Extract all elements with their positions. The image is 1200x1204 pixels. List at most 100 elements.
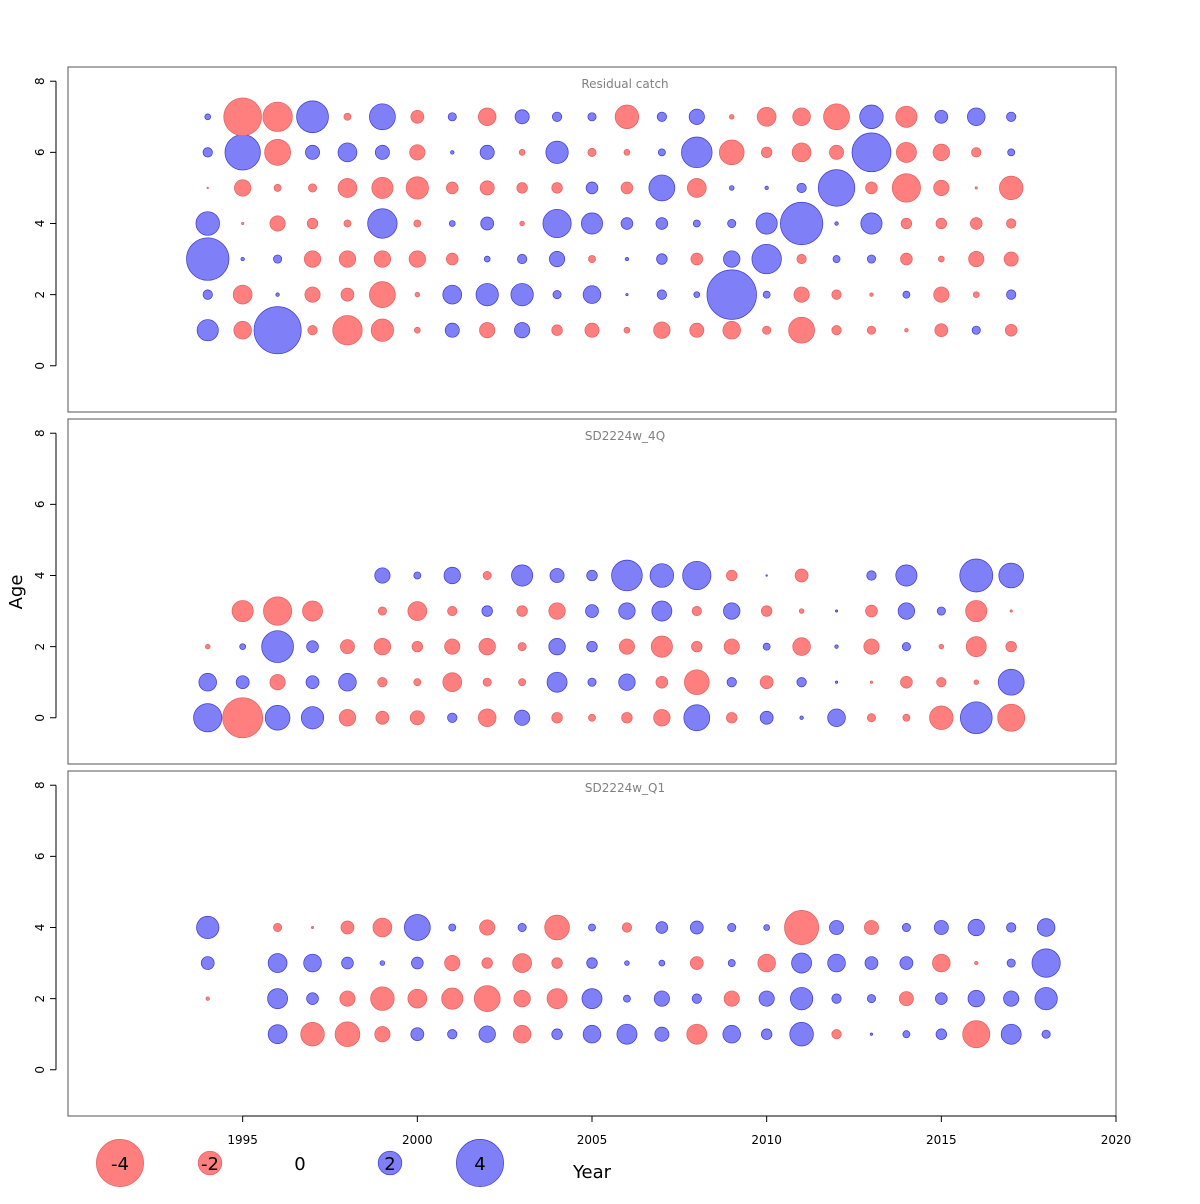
bubble <box>762 325 772 335</box>
bubble <box>587 677 597 687</box>
bubble <box>722 1024 741 1044</box>
bubble <box>231 600 254 623</box>
bubble <box>793 286 810 303</box>
bubble <box>581 988 603 1010</box>
bubble <box>722 320 741 340</box>
bubble <box>932 143 950 161</box>
bubble <box>1000 1023 1022 1045</box>
bubble <box>551 111 563 122</box>
bubble <box>658 959 666 967</box>
bubble <box>483 255 491 263</box>
bubble <box>758 990 775 1007</box>
bubble <box>340 287 355 302</box>
bubble <box>653 990 670 1007</box>
bubble <box>473 985 501 1012</box>
bubble <box>546 988 568 1010</box>
bubble <box>510 283 534 307</box>
bubble <box>974 186 978 190</box>
bubble <box>657 148 666 157</box>
bubble <box>761 146 773 159</box>
bubble <box>791 952 812 974</box>
bubble <box>193 703 223 733</box>
bubble <box>863 638 880 655</box>
bubble <box>625 293 629 297</box>
bubble <box>546 671 568 693</box>
bubble <box>896 141 917 163</box>
bubble <box>444 955 461 972</box>
bubble <box>304 286 321 303</box>
bubble <box>411 640 423 653</box>
bubble <box>512 1024 532 1044</box>
bubble <box>447 1029 458 1040</box>
x-axis-title: Year <box>572 1162 612 1183</box>
bubble <box>763 924 770 931</box>
x-tick-label: 2000 <box>402 1133 433 1147</box>
bubble <box>729 185 735 191</box>
bubble <box>831 1029 842 1040</box>
bubble <box>202 289 213 300</box>
legend-bubble <box>377 1150 403 1176</box>
bubble <box>1041 1029 1051 1039</box>
bubble <box>551 1028 563 1040</box>
bubble <box>973 679 979 685</box>
bubble <box>835 680 839 684</box>
bubble <box>1031 948 1061 978</box>
bubble <box>444 322 460 338</box>
bubble <box>656 289 667 300</box>
bubble <box>479 919 496 936</box>
bubble <box>519 220 525 227</box>
bubble <box>869 292 874 297</box>
bubble <box>224 134 261 171</box>
bubble <box>859 104 884 129</box>
bubble <box>726 677 737 688</box>
bubble <box>410 1027 425 1042</box>
bubble <box>338 709 357 727</box>
bubble <box>784 910 820 945</box>
bubble <box>618 673 636 691</box>
bubble <box>371 176 394 199</box>
bubble <box>273 184 282 192</box>
x-tick-label: 2020 <box>1101 1133 1132 1147</box>
bubble <box>683 704 711 732</box>
bubble <box>204 113 212 121</box>
bubble <box>414 291 421 298</box>
bubble <box>729 114 735 120</box>
bubble <box>759 710 774 725</box>
x-tick-label: 2005 <box>577 1133 608 1147</box>
bubble <box>548 638 566 656</box>
bubble <box>341 956 354 970</box>
bubble <box>303 953 322 973</box>
bubble <box>623 326 631 334</box>
bubble <box>935 1028 947 1040</box>
bubble <box>762 290 771 299</box>
bubble <box>1003 251 1019 267</box>
bubble <box>261 630 294 663</box>
bubble <box>269 215 286 232</box>
bubble <box>239 643 246 650</box>
bubble <box>404 914 431 941</box>
bubble <box>241 221 245 226</box>
bubble <box>898 991 914 1007</box>
bubble <box>442 284 463 305</box>
bubble <box>761 605 773 617</box>
bubble <box>200 956 215 970</box>
bubble <box>338 250 357 268</box>
bubble <box>968 251 985 268</box>
bubble <box>936 606 946 616</box>
bubble <box>198 672 217 692</box>
bubble <box>620 181 634 195</box>
bubble <box>374 144 390 160</box>
bubble <box>479 180 495 196</box>
bubble <box>448 923 457 932</box>
bubble <box>866 713 876 723</box>
bubble <box>621 922 633 933</box>
bubble <box>834 644 839 649</box>
bubble <box>414 326 421 334</box>
bubble <box>1005 640 1017 653</box>
bubble <box>306 217 319 230</box>
bubble <box>374 567 391 584</box>
y-tick-label: 2 <box>33 995 47 1003</box>
bubble <box>934 323 949 338</box>
bubble <box>1007 148 1016 157</box>
